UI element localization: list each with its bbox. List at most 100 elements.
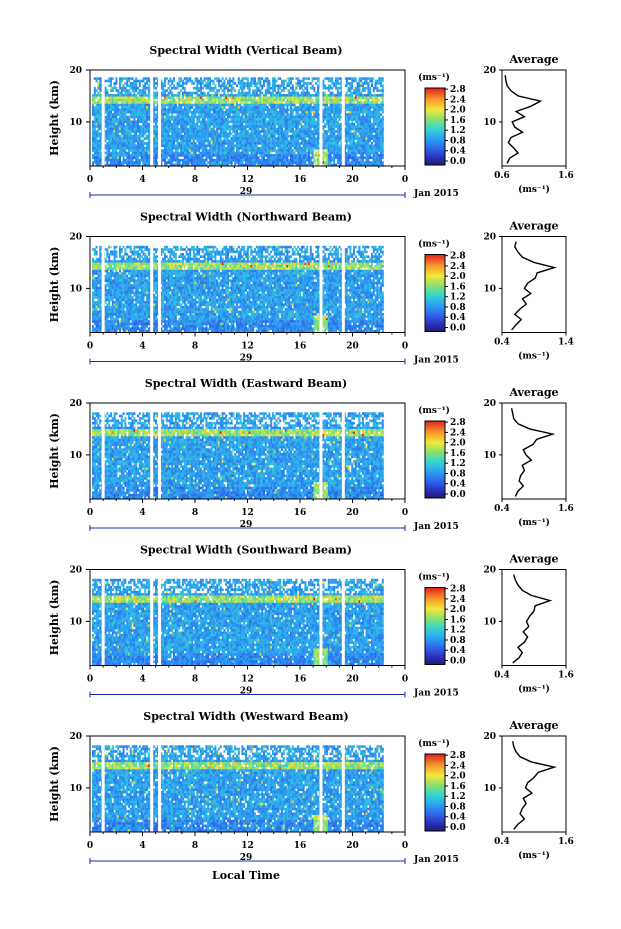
heatmap-cell xyxy=(308,147,310,150)
heatmap-cell xyxy=(337,133,339,136)
heatmap-cell xyxy=(322,147,324,150)
heatmap-cell xyxy=(148,85,150,88)
heatmap-cell xyxy=(184,133,186,136)
heatmap-cell xyxy=(177,106,179,109)
heatmap-cell xyxy=(330,111,332,114)
heatmap-cell xyxy=(141,101,143,104)
heatmap-cell xyxy=(326,106,328,109)
heatmap-cell xyxy=(177,128,179,131)
heatmap-cell xyxy=(229,85,231,88)
heatmap-cell xyxy=(220,109,222,112)
heatmap-cell xyxy=(308,118,310,121)
heatmap-cell xyxy=(144,161,146,164)
heatmap-cell xyxy=(306,97,308,100)
heatmap-cell xyxy=(249,99,251,102)
heatmap-cell xyxy=(191,157,193,160)
heatmap-cell xyxy=(205,149,207,152)
heatmap-cell xyxy=(331,130,333,133)
heatmap-cell xyxy=(200,89,202,92)
heatmap-cell xyxy=(144,113,146,116)
heatmap-cell xyxy=(337,106,339,109)
heatmap-cell xyxy=(141,154,143,157)
heatmap-cell xyxy=(351,116,353,119)
heatmap-cell xyxy=(225,147,227,150)
heatmap-cell xyxy=(110,104,112,107)
heatmap-cell xyxy=(166,145,168,148)
heatmap-cell xyxy=(259,85,261,88)
heatmap-cell xyxy=(182,113,184,116)
heatmap-cell xyxy=(250,116,252,119)
heatmap-cell xyxy=(259,149,261,152)
heatmap-cell xyxy=(324,92,326,95)
heatmap-cell xyxy=(214,97,216,100)
heatmap-cell xyxy=(96,159,98,162)
heatmap-cell xyxy=(110,80,112,83)
heatmap-cell xyxy=(139,145,141,148)
heatmap-cell xyxy=(295,125,297,128)
heatmap-cell xyxy=(146,137,148,140)
heatmap-cell xyxy=(353,123,355,126)
heatmap-cell xyxy=(245,101,247,104)
heatmap-cell xyxy=(155,142,157,145)
heatmap-cell xyxy=(142,154,144,157)
heatmap-cell xyxy=(153,101,155,104)
heatmap-cell xyxy=(155,140,157,143)
heatmap-cell xyxy=(232,82,234,85)
heatmap-cell xyxy=(351,111,353,114)
heatmap-cell xyxy=(216,135,218,138)
heatmap-cell xyxy=(227,137,229,140)
heatmap-cell xyxy=(265,137,267,140)
heatmap-cell xyxy=(204,147,206,150)
heatmap-cell xyxy=(164,121,166,124)
heatmap-cell xyxy=(304,82,306,85)
heatmap-cell xyxy=(263,161,265,164)
heatmap-cell xyxy=(234,111,236,114)
heatmap-cell xyxy=(243,85,245,88)
heatmap-cell xyxy=(117,159,119,162)
heatmap-cell xyxy=(353,106,355,109)
heatmap-cell xyxy=(297,109,299,112)
heatmap-cell xyxy=(335,113,337,116)
heatmap-cell xyxy=(218,133,220,136)
heatmap-cell xyxy=(335,118,337,121)
heatmap-cell xyxy=(223,106,225,109)
heatmap-cell xyxy=(133,99,135,102)
heatmap-cell xyxy=(297,137,299,140)
heatmap-cell xyxy=(286,85,288,88)
heatmap-cell xyxy=(177,97,179,100)
heatmap-cell xyxy=(108,104,110,107)
heatmap-cell xyxy=(189,104,191,107)
heatmap-cell xyxy=(204,128,206,131)
heatmap-cell xyxy=(317,97,319,100)
heatmap-cell xyxy=(348,109,350,112)
heatmap-cell xyxy=(322,94,324,97)
heatmap-cell xyxy=(178,135,180,138)
heatmap-cell xyxy=(259,118,261,121)
heatmap-cell xyxy=(279,140,281,143)
heatmap-cell xyxy=(268,116,270,119)
heatmap-cell xyxy=(171,118,173,121)
heatmap-cell xyxy=(303,118,305,121)
heatmap-cell xyxy=(268,109,270,112)
heatmap-cell xyxy=(105,123,107,126)
heatmap-cell xyxy=(119,104,121,107)
heatmap-cell xyxy=(285,154,287,157)
heatmap-cell xyxy=(133,106,135,109)
heatmap-cell xyxy=(303,116,305,119)
heatmap-cell xyxy=(317,77,319,80)
heatmap-cell xyxy=(231,87,233,90)
heatmap-cell xyxy=(241,137,243,140)
heatmap-cell xyxy=(299,94,301,97)
heatmap-cell xyxy=(292,77,294,80)
heatmap-cell xyxy=(259,94,261,97)
heatmap-cell xyxy=(166,118,168,121)
heatmap-cell xyxy=(310,149,312,152)
heatmap-cell xyxy=(283,85,285,88)
heatmap-cell xyxy=(263,121,265,124)
heatmap-cell xyxy=(124,106,126,109)
heatmap-cell xyxy=(306,99,308,102)
heatmap-cell xyxy=(243,154,245,157)
heatmap-cell xyxy=(330,101,332,104)
heatmap-cell xyxy=(162,116,164,119)
heatmap-cell xyxy=(247,99,249,102)
